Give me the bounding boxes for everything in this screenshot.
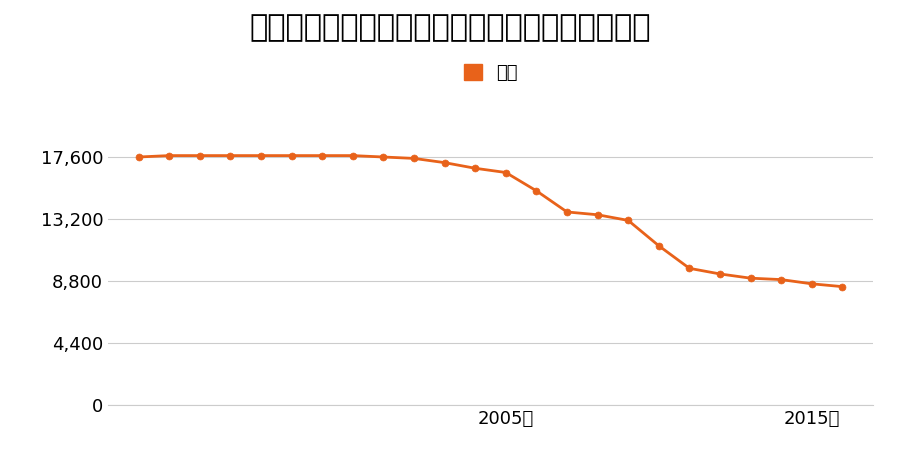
- Text: 大分県大分市大字葛木字西上２０９番の地価推移: 大分県大分市大字葛木字西上２０９番の地価推移: [249, 14, 651, 42]
- Legend: 価格: 価格: [456, 57, 525, 90]
